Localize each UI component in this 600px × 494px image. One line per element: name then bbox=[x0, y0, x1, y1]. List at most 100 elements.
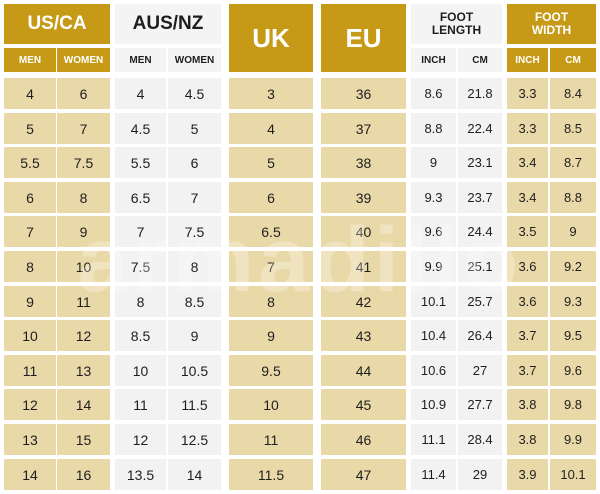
cell-uk: 7 bbox=[229, 251, 313, 282]
cell-aus-women: 6 bbox=[168, 147, 221, 178]
header-eu: EU bbox=[321, 4, 406, 72]
cell-us-men: 8 bbox=[4, 251, 56, 282]
cell-length-inch: 11.4 bbox=[411, 459, 456, 490]
cell-length-cm: 25.7 bbox=[458, 286, 502, 317]
cell-aus-women: 5 bbox=[168, 113, 221, 144]
cell-width-inch: 3.3 bbox=[507, 113, 548, 144]
cell-us-women: 11 bbox=[57, 286, 110, 317]
cell-length-inch: 11.1 bbox=[411, 424, 456, 455]
cell-length-inch: 10.9 bbox=[411, 389, 456, 420]
cell-us-men: 6 bbox=[4, 182, 56, 213]
cell-aus-women: 4.5 bbox=[168, 78, 221, 109]
cell-aus-men: 8.5 bbox=[115, 320, 166, 351]
cell-eu: 38 bbox=[321, 147, 406, 178]
cell-length-cm: 27 bbox=[458, 355, 502, 386]
cell-aus-women: 8.5 bbox=[168, 286, 221, 317]
cell-aus-men: 10 bbox=[115, 355, 166, 386]
header-foot-width: FOOT WIDTH bbox=[507, 4, 596, 44]
cell-width-cm: 8.5 bbox=[550, 113, 596, 144]
cell-us-men: 10 bbox=[4, 320, 56, 351]
cell-uk: 6.5 bbox=[229, 216, 313, 247]
cell-us-men: 4 bbox=[4, 78, 56, 109]
subheader-width-cm: CM bbox=[550, 48, 596, 72]
cell-width-cm: 9.9 bbox=[550, 424, 596, 455]
cell-width-cm: 9.6 bbox=[550, 355, 596, 386]
cell-uk: 8 bbox=[229, 286, 313, 317]
subheader-aus-men: MEN bbox=[115, 48, 166, 72]
cell-eu: 41 bbox=[321, 251, 406, 282]
cell-uk: 10 bbox=[229, 389, 313, 420]
cell-width-cm: 9.5 bbox=[550, 320, 596, 351]
cell-us-men: 5 bbox=[4, 113, 56, 144]
cell-eu: 47 bbox=[321, 459, 406, 490]
cell-length-cm: 25.1 bbox=[458, 251, 502, 282]
cell-uk: 5 bbox=[229, 147, 313, 178]
cell-aus-men: 12 bbox=[115, 424, 166, 455]
cell-aus-men: 4.5 bbox=[115, 113, 166, 144]
cell-width-cm: 9 bbox=[550, 216, 596, 247]
cell-width-cm: 8.8 bbox=[550, 182, 596, 213]
cell-us-men: 7 bbox=[4, 216, 56, 247]
cell-width-cm: 9.2 bbox=[550, 251, 596, 282]
cell-length-inch: 10.1 bbox=[411, 286, 456, 317]
cell-us-women: 8 bbox=[57, 182, 110, 213]
subheader-us-men: MEN bbox=[4, 48, 56, 72]
cell-eu: 37 bbox=[321, 113, 406, 144]
cell-width-inch: 3.8 bbox=[507, 389, 548, 420]
cell-aus-men: 7 bbox=[115, 216, 166, 247]
cell-uk: 9 bbox=[229, 320, 313, 351]
cell-eu: 44 bbox=[321, 355, 406, 386]
subheader-length-cm: CM bbox=[458, 48, 502, 72]
cell-us-men: 14 bbox=[4, 459, 56, 490]
cell-aus-men: 4 bbox=[115, 78, 166, 109]
cell-uk: 6 bbox=[229, 182, 313, 213]
cell-length-inch: 9.6 bbox=[411, 216, 456, 247]
cell-length-cm: 23.7 bbox=[458, 182, 502, 213]
cell-eu: 46 bbox=[321, 424, 406, 455]
cell-aus-women: 7.5 bbox=[168, 216, 221, 247]
cell-aus-women: 14 bbox=[168, 459, 221, 490]
cell-us-women: 14 bbox=[57, 389, 110, 420]
subheader-aus-women: WOMEN bbox=[168, 48, 221, 72]
cell-width-cm: 8.7 bbox=[550, 147, 596, 178]
cell-us-men: 9 bbox=[4, 286, 56, 317]
cell-uk: 9.5 bbox=[229, 355, 313, 386]
cell-us-women: 13 bbox=[57, 355, 110, 386]
cell-aus-men: 8 bbox=[115, 286, 166, 317]
cell-aus-men: 7.5 bbox=[115, 251, 166, 282]
cell-eu: 45 bbox=[321, 389, 406, 420]
cell-width-inch: 3.8 bbox=[507, 424, 548, 455]
cell-length-cm: 24.4 bbox=[458, 216, 502, 247]
cell-uk: 11 bbox=[229, 424, 313, 455]
cell-length-inch: 9.9 bbox=[411, 251, 456, 282]
cell-length-cm: 21.8 bbox=[458, 78, 502, 109]
subheader-width-inch: INCH bbox=[507, 48, 548, 72]
cell-length-cm: 29 bbox=[458, 459, 502, 490]
cell-us-men: 13 bbox=[4, 424, 56, 455]
cell-length-cm: 26.4 bbox=[458, 320, 502, 351]
header-foot-length: FOOT LENGTH bbox=[411, 4, 502, 44]
cell-width-inch: 3.4 bbox=[507, 182, 548, 213]
cell-width-cm: 8.4 bbox=[550, 78, 596, 109]
subheader-us-women: WOMEN bbox=[57, 48, 110, 72]
cell-us-men: 11 bbox=[4, 355, 56, 386]
cell-aus-women: 11.5 bbox=[168, 389, 221, 420]
cell-aus-women: 10.5 bbox=[168, 355, 221, 386]
cell-width-inch: 3.3 bbox=[507, 78, 548, 109]
cell-uk: 11.5 bbox=[229, 459, 313, 490]
cell-width-inch: 3.9 bbox=[507, 459, 548, 490]
cell-aus-women: 12.5 bbox=[168, 424, 221, 455]
cell-length-inch: 9 bbox=[411, 147, 456, 178]
cell-us-women: 6 bbox=[57, 78, 110, 109]
cell-length-inch: 10.6 bbox=[411, 355, 456, 386]
header-us-ca: US/CA bbox=[4, 4, 110, 44]
cell-aus-men: 5.5 bbox=[115, 147, 166, 178]
cell-us-men: 12 bbox=[4, 389, 56, 420]
cell-aus-men: 13.5 bbox=[115, 459, 166, 490]
cell-us-men: 5.5 bbox=[4, 147, 56, 178]
cell-width-inch: 3.6 bbox=[507, 251, 548, 282]
cell-aus-men: 11 bbox=[115, 389, 166, 420]
cell-uk: 4 bbox=[229, 113, 313, 144]
cell-width-inch: 3.7 bbox=[507, 355, 548, 386]
